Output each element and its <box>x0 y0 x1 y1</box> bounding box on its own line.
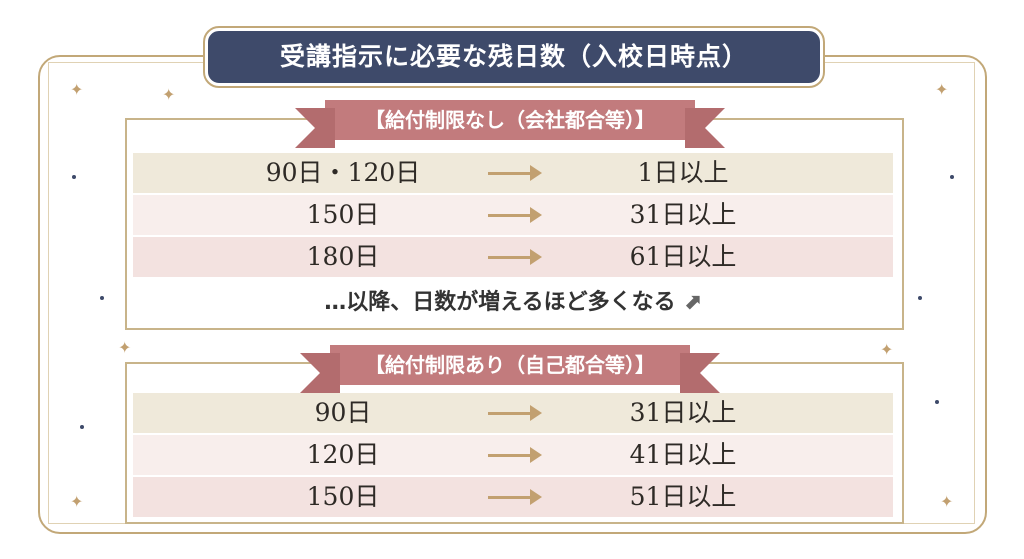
decor-dot <box>80 425 84 429</box>
sparkle-icon: ✦ <box>70 492 84 511</box>
sparkle-icon: ✦ <box>935 80 949 99</box>
decor-dot <box>100 296 104 300</box>
note-label: …以降、日数が増えるほど多くなる <box>324 290 676 315</box>
table-row: 150日 51日以上 <box>133 477 893 517</box>
days-cell: 150日 <box>306 200 380 229</box>
required-cell: 31日以上 <box>629 200 737 229</box>
days-cell: 90日 <box>314 398 372 427</box>
required-cell: 1日以上 <box>637 158 729 187</box>
arrow-right-icon <box>488 489 542 505</box>
page-title: 受講指示に必要な残日数（入校日時点） <box>203 26 825 88</box>
table-row: 180日 61日以上 <box>133 237 893 277</box>
decor-dot <box>935 400 939 404</box>
decor-dot <box>950 175 954 179</box>
decor-dot <box>72 175 76 179</box>
table-row: 120日 41日以上 <box>133 435 893 475</box>
note-text: …以降、日数が増えるほど多くなる ⬈ <box>133 282 893 324</box>
arrow-right-icon <box>488 249 542 265</box>
arrow-right-icon <box>488 207 542 223</box>
trend-up-icon: ⬈ <box>683 290 702 315</box>
sparkle-icon: ✦ <box>880 340 894 359</box>
required-cell: 51日以上 <box>629 482 737 511</box>
required-cell: 41日以上 <box>629 440 737 469</box>
required-cell: 61日以上 <box>629 242 737 271</box>
sparkle-icon: ✦ <box>940 492 954 511</box>
table-row: 90日・120日 1日以上 <box>133 153 893 193</box>
required-cell: 31日以上 <box>629 398 737 427</box>
days-cell: 120日 <box>306 440 380 469</box>
sparkle-icon: ✦ <box>162 85 176 104</box>
section-label-with-restriction: 【給付制限あり（自己都合等）】 <box>300 345 720 393</box>
section-label-no-restriction: 【給付制限なし（会社都合等）】 <box>295 100 725 148</box>
table-row: 90日 31日以上 <box>133 393 893 433</box>
sparkle-icon: ✦ <box>118 338 132 357</box>
days-cell: 150日 <box>306 482 380 511</box>
days-cell: 180日 <box>306 242 380 271</box>
days-cell: 90日・120日 <box>265 158 421 187</box>
arrow-right-icon <box>488 405 542 421</box>
table-row: 150日 31日以上 <box>133 195 893 235</box>
arrow-right-icon <box>488 165 542 181</box>
decor-dot <box>918 296 922 300</box>
arrow-right-icon <box>488 447 542 463</box>
sparkle-icon: ✦ <box>70 80 84 99</box>
